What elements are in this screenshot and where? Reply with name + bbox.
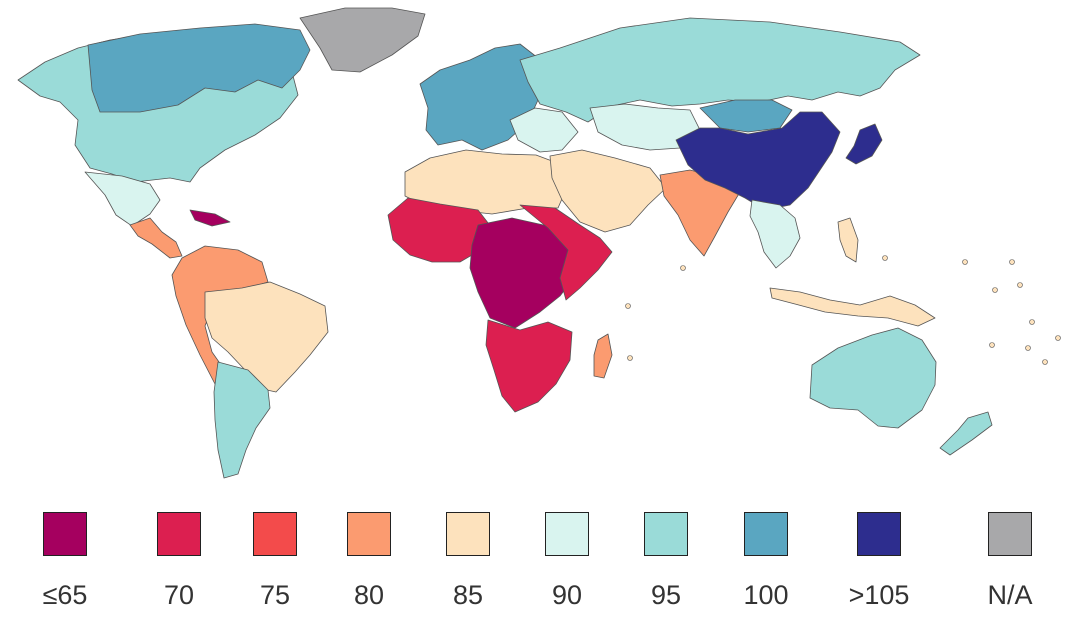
legend-item: 80 <box>314 512 424 610</box>
legend-item: N/A <box>955 512 1065 610</box>
legend-swatch <box>744 512 788 556</box>
region-mexico <box>84 171 161 227</box>
legend-item: 100 <box>711 512 821 610</box>
legend-label: 80 <box>353 580 385 610</box>
pacific-islands <box>625 255 1061 365</box>
legend-swatch <box>545 512 589 556</box>
legend-label: 85 <box>452 580 484 610</box>
region-central-america <box>129 217 183 259</box>
legend-label: ≤65 <box>42 580 88 610</box>
legend-item: 90 <box>512 512 622 610</box>
legend-item: 95 <box>611 512 721 610</box>
region-middle-east <box>549 149 667 233</box>
legend-item: 85 <box>413 512 523 610</box>
legend-label: 70 <box>163 580 195 610</box>
world-map <box>17 7 1061 479</box>
region-southeast-asia <box>749 199 801 269</box>
legend-swatch <box>43 512 87 556</box>
legend-item: ≤65 <box>10 512 120 610</box>
legend-swatch <box>446 512 490 556</box>
legend-label: 95 <box>650 580 682 610</box>
legend-swatch <box>988 512 1032 556</box>
region-greenland <box>299 7 426 73</box>
legend-label: 100 <box>743 580 789 610</box>
legend-label: >105 <box>848 580 910 610</box>
region-canada-north <box>87 23 311 113</box>
legend-swatch <box>253 512 297 556</box>
legend-item: 75 <box>220 512 330 610</box>
region-russia <box>519 17 921 123</box>
region-south-america-south <box>213 361 271 479</box>
legend-swatch <box>857 512 901 556</box>
region-china <box>675 111 841 211</box>
legend-swatch <box>347 512 391 556</box>
region-madagascar <box>593 333 613 379</box>
region-southern-africa <box>485 319 573 413</box>
region-brazil <box>204 281 329 393</box>
region-east-africa <box>519 204 613 301</box>
region-australia <box>809 327 937 429</box>
region-caribbean <box>189 209 231 227</box>
region-mongolia <box>699 99 793 133</box>
legend-swatch <box>157 512 201 556</box>
region-europe-east <box>509 107 579 153</box>
legend: ≤65 70 75 80 85 90 95 100 >105 N/A <box>0 512 1080 622</box>
region-philippines <box>837 217 859 263</box>
legend-swatch <box>644 512 688 556</box>
region-new-zealand <box>939 411 993 456</box>
region-south-america-north <box>171 245 269 385</box>
legend-label: N/A <box>987 580 1033 610</box>
legend-item: >105 <box>824 512 934 610</box>
region-japan <box>845 123 883 165</box>
region-indonesia <box>769 287 936 327</box>
legend-item: 70 <box>124 512 234 610</box>
legend-label: 90 <box>551 580 583 610</box>
legend-label: 75 <box>259 580 291 610</box>
